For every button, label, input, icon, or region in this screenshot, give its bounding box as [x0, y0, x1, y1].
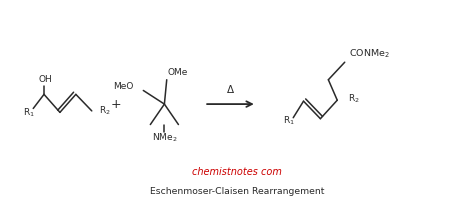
Text: MeO: MeO [113, 82, 133, 91]
Text: Eschenmoser-Claisen Rearrangement: Eschenmoser-Claisen Rearrangement [150, 187, 324, 196]
Text: R$_2$: R$_2$ [99, 105, 111, 117]
Text: R$_1$: R$_1$ [283, 114, 294, 127]
Text: chemistnotes com: chemistnotes com [192, 167, 282, 177]
Text: R$_1$: R$_1$ [23, 106, 35, 119]
Text: NMe$_2$: NMe$_2$ [152, 132, 177, 144]
Text: OMe: OMe [168, 68, 188, 77]
Text: OH: OH [38, 75, 52, 84]
Text: CONMe$_2$: CONMe$_2$ [349, 48, 390, 60]
Text: +: + [111, 98, 121, 111]
Text: Δ: Δ [227, 85, 234, 95]
Text: R$_2$: R$_2$ [347, 93, 359, 106]
